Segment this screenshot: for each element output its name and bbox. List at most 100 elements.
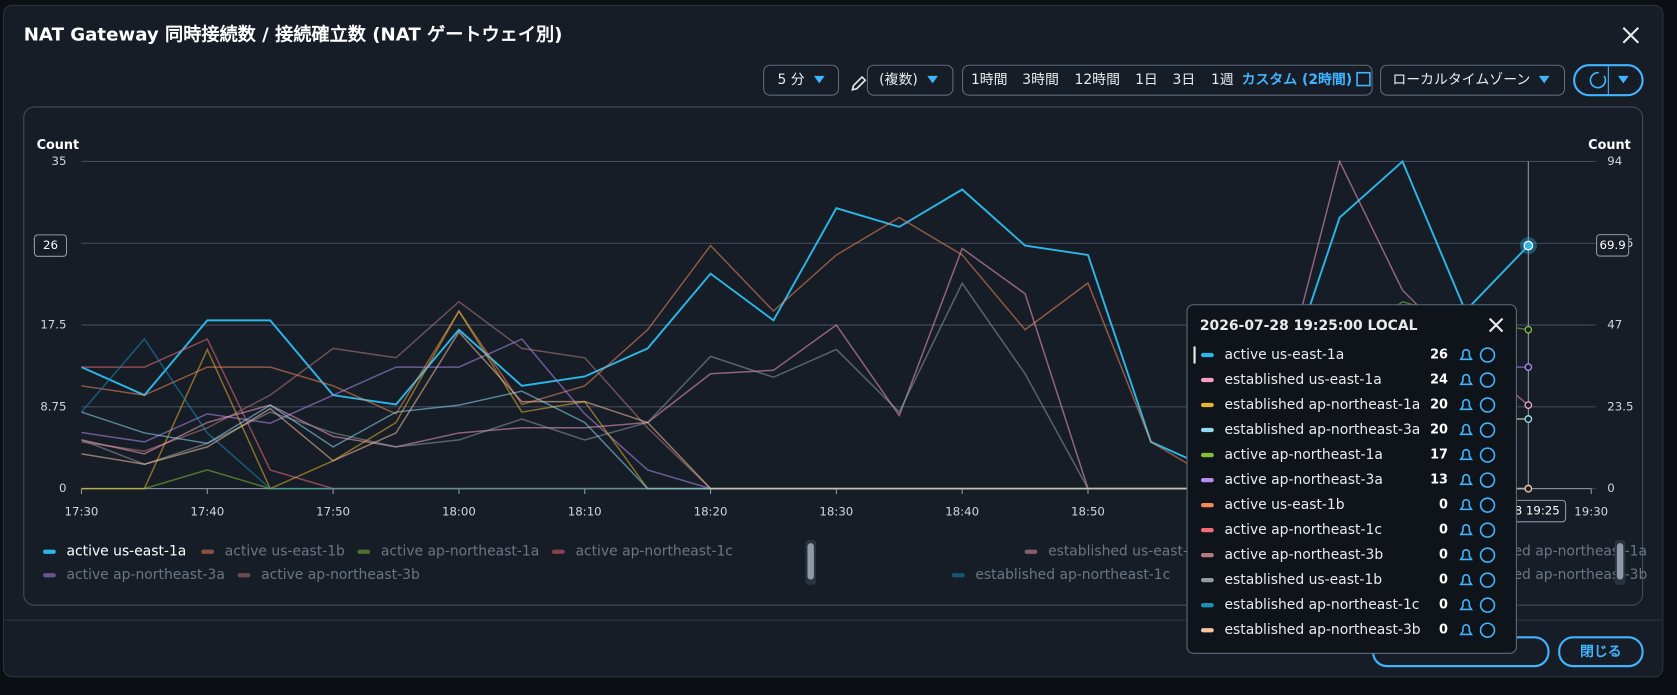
- alarm-icon[interactable]: [1459, 448, 1473, 461]
- x-tick-label: 17:30: [65, 505, 99, 519]
- point: [1524, 415, 1533, 423]
- y2-axis-title: Count: [1588, 138, 1631, 153]
- modal-title: NAT Gateway 同時接続数 / 接続確立数 (NAT ゲートウェイ別): [24, 23, 563, 45]
- explore-icon[interactable]: [1479, 547, 1496, 563]
- tooltip-swatch: [1200, 628, 1214, 633]
- custom-range[interactable]: カスタム (2時間): [1242, 71, 1353, 88]
- alarm-icon[interactable]: [1459, 423, 1473, 436]
- explore-icon[interactable]: [1479, 397, 1496, 413]
- refresh-button[interactable]: [1573, 64, 1644, 97]
- legend-label[interactable]: established ap-northeast-1c: [975, 567, 1170, 583]
- legend-label[interactable]: active ap-northeast-1c: [575, 544, 732, 560]
- tooltip-value: 26: [1430, 347, 1448, 362]
- tooltip-swatch: [1200, 553, 1214, 558]
- alarm-icon[interactable]: [1459, 549, 1473, 561]
- range-option[interactable]: 12時間: [1075, 72, 1120, 88]
- crosshair-y-label-box: [33, 234, 68, 257]
- explore-icon[interactable]: [1479, 447, 1496, 463]
- close-button[interactable]: [1622, 27, 1640, 44]
- range-option[interactable]: 3日: [1172, 72, 1195, 88]
- crosshair-x-label: 28 19:25: [1507, 504, 1560, 518]
- caret: [1617, 75, 1629, 84]
- tooltip-series: established us-east-1b: [1224, 572, 1382, 588]
- y-tick-label: 0: [59, 481, 66, 495]
- y2-tick-label: 47: [1607, 318, 1622, 332]
- alarm-icon[interactable]: [1459, 348, 1473, 361]
- crosshair-y2-label-box: [1596, 234, 1630, 257]
- legend-label[interactable]: active us-east-1a: [67, 544, 187, 560]
- alarm-icon[interactable]: [1459, 624, 1473, 636]
- stat-dropdown[interactable]: [866, 64, 954, 96]
- explore-icon[interactable]: [1479, 497, 1496, 513]
- tooltip-series: established us-east-1a: [1224, 372, 1381, 388]
- tooltip-swatch: [1200, 477, 1214, 483]
- alarm-icon[interactable]: [1459, 524, 1473, 536]
- x-tick-label: 19:30: [1574, 505, 1608, 519]
- explore-icon[interactable]: [1479, 372, 1496, 388]
- scroll-thumb[interactable]: [807, 543, 814, 580]
- alarm-icon[interactable]: [1459, 373, 1473, 386]
- tooltip-swatch: [1200, 352, 1214, 358]
- range-group: [961, 64, 1373, 96]
- explore-icon[interactable]: [1479, 622, 1496, 638]
- range-option[interactable]: 1時間: [971, 72, 1008, 88]
- y-axis-title: Count: [37, 138, 80, 153]
- tooltip-time: 2026-07-28 19:25:00 LOCAL: [1200, 318, 1418, 334]
- tooltip: [1186, 304, 1517, 654]
- range-option[interactable]: 1日: [1135, 72, 1158, 88]
- legend-label[interactable]: established us-east-1a: [1048, 544, 1205, 560]
- alarm-icon[interactable]: [1459, 599, 1473, 611]
- point: [1524, 325, 1533, 334]
- tooltip-series: established ap-northeast-1a: [1224, 397, 1420, 413]
- row-focus: [1193, 346, 1196, 364]
- alarm-icon[interactable]: [1459, 574, 1473, 586]
- caret: [1538, 75, 1550, 84]
- timezone-dropdown[interactable]: [1380, 64, 1566, 96]
- edit-icon[interactable]: [851, 75, 867, 91]
- alarm-icon[interactable]: [1459, 499, 1473, 511]
- range-option[interactable]: 1週: [1211, 72, 1234, 88]
- x-tick-label: 17:40: [190, 505, 224, 519]
- legend-swatch: [951, 573, 965, 578]
- explore-icon[interactable]: [1479, 597, 1496, 613]
- calendar-icon[interactable]: [1356, 71, 1371, 87]
- tooltip-close[interactable]: [1488, 317, 1504, 333]
- tooltip-value: 17: [1430, 448, 1448, 463]
- scroll-thumb[interactable]: [1616, 543, 1624, 580]
- explore-icon[interactable]: [1479, 422, 1496, 438]
- tooltip-swatch: [1200, 402, 1214, 408]
- tooltip-swatch: [1200, 452, 1214, 458]
- legend-swatch: [237, 573, 251, 578]
- range-option[interactable]: 3時間: [1022, 72, 1059, 88]
- alarm-icon[interactable]: [1459, 474, 1473, 486]
- tooltip-swatch: [1200, 502, 1214, 508]
- close-footer-button[interactable]: [1558, 636, 1644, 668]
- x-tick-label: 18:40: [945, 505, 979, 519]
- point: [1524, 484, 1533, 493]
- explore-icon[interactable]: [1479, 572, 1496, 588]
- tooltip-series: active us-east-1b: [1224, 497, 1344, 513]
- legend-swatch: [201, 549, 215, 554]
- legend-swatch: [42, 573, 56, 578]
- tooltip-series: established ap-northeast-3b: [1224, 622, 1420, 638]
- legend-label[interactable]: active ap-northeast-1a: [381, 544, 539, 560]
- tooltip-value: 0: [1439, 523, 1448, 538]
- tooltip-value: 0: [1439, 548, 1448, 563]
- explore-icon[interactable]: [1479, 347, 1496, 363]
- y2-tick-label: 23.5: [1607, 399, 1633, 413]
- tooltip-swatch: [1200, 427, 1214, 433]
- period-dropdown[interactable]: [763, 64, 840, 96]
- point: [1524, 363, 1533, 371]
- legend-swatch: [357, 549, 371, 554]
- tooltip-value: 0: [1439, 573, 1448, 588]
- alarm-icon[interactable]: [1459, 398, 1473, 411]
- explore-icon[interactable]: [1479, 472, 1496, 488]
- tooltip-value: 0: [1439, 623, 1448, 638]
- tooltip-value: 20: [1430, 423, 1448, 438]
- legend-label[interactable]: active ap-northeast-3b: [261, 567, 420, 583]
- legend-label[interactable]: active ap-northeast-3a: [67, 567, 225, 583]
- tooltip-series: established ap-northeast-1c: [1224, 597, 1419, 613]
- timezone-label: ローカルタイムゾーン: [1392, 72, 1530, 88]
- explore-icon[interactable]: [1479, 522, 1496, 538]
- legend-label[interactable]: active us-east-1b: [225, 544, 345, 560]
